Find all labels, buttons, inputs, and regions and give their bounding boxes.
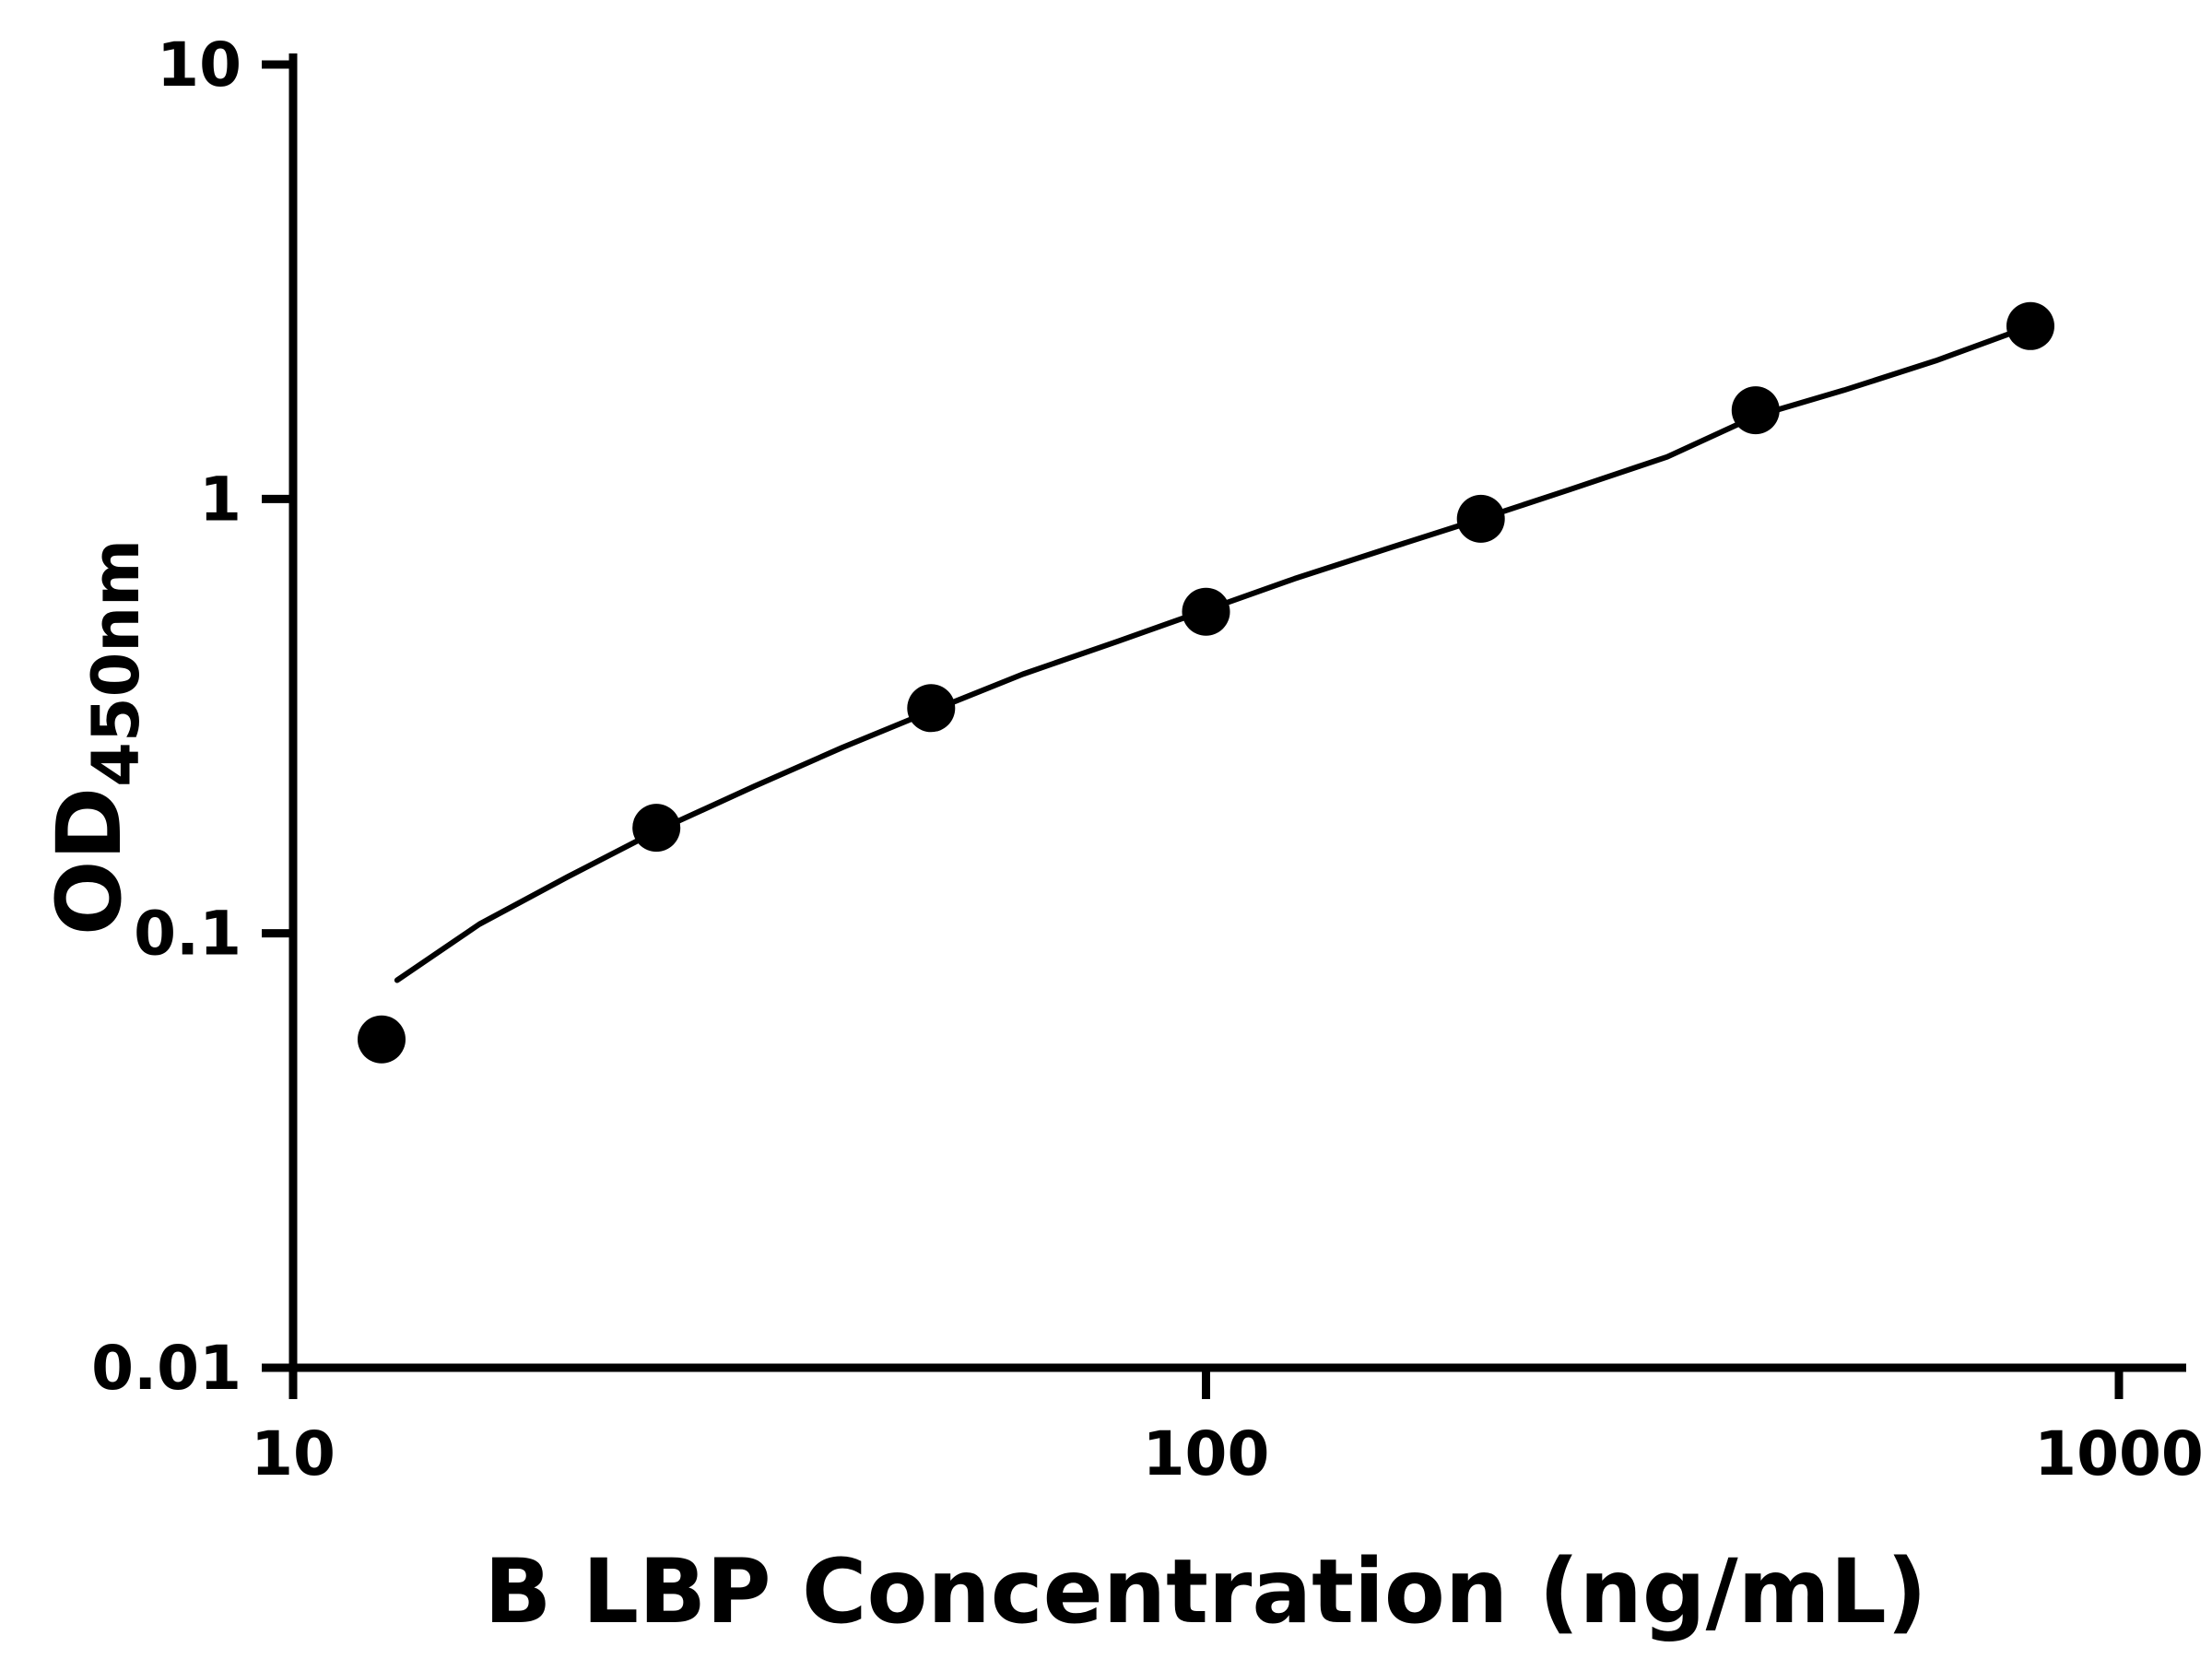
y-tick-label: 1 <box>199 464 241 535</box>
data-point <box>2006 301 2054 350</box>
data-point <box>1456 494 1505 543</box>
fit-curve-line <box>394 323 2033 983</box>
data-point <box>907 684 956 733</box>
x-tick-label: 1000 <box>2034 1418 2204 1489</box>
x-axis-label: B LBP Concentration (ng/mL) <box>484 1540 1926 1643</box>
y-tick-label: 0.1 <box>134 899 241 970</box>
data-point <box>358 1015 406 1064</box>
data-point <box>1182 587 1230 636</box>
data-point <box>1731 386 1780 435</box>
y-axis-label-subscript: 450nm <box>78 539 154 787</box>
x-tick-label: 100 <box>1143 1418 1270 1489</box>
y-axis-label: OD450nm <box>38 539 154 935</box>
y-tick-label: 0.01 <box>91 1333 241 1404</box>
y-tick-label: 10 <box>157 29 241 100</box>
y-axis-label-main: OD <box>38 787 141 935</box>
data-point <box>632 804 681 853</box>
x-tick-label: 10 <box>251 1418 335 1489</box>
